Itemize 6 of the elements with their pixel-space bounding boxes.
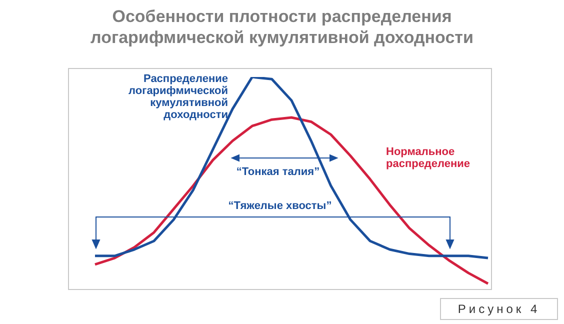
text: Рисунок 4 (440, 298, 558, 320)
series-label: Распределение логарифмической кумулятивной доходности (128, 73, 228, 121)
annotation: “Тяжелые хвосты” (227, 200, 333, 213)
series-label: Нормальное распределение (386, 146, 472, 170)
chart-title: Особенности плотности распределения логарифмической кумулятивной доходности (90, 6, 474, 48)
annotation: “Тонкая талия” (235, 166, 321, 179)
